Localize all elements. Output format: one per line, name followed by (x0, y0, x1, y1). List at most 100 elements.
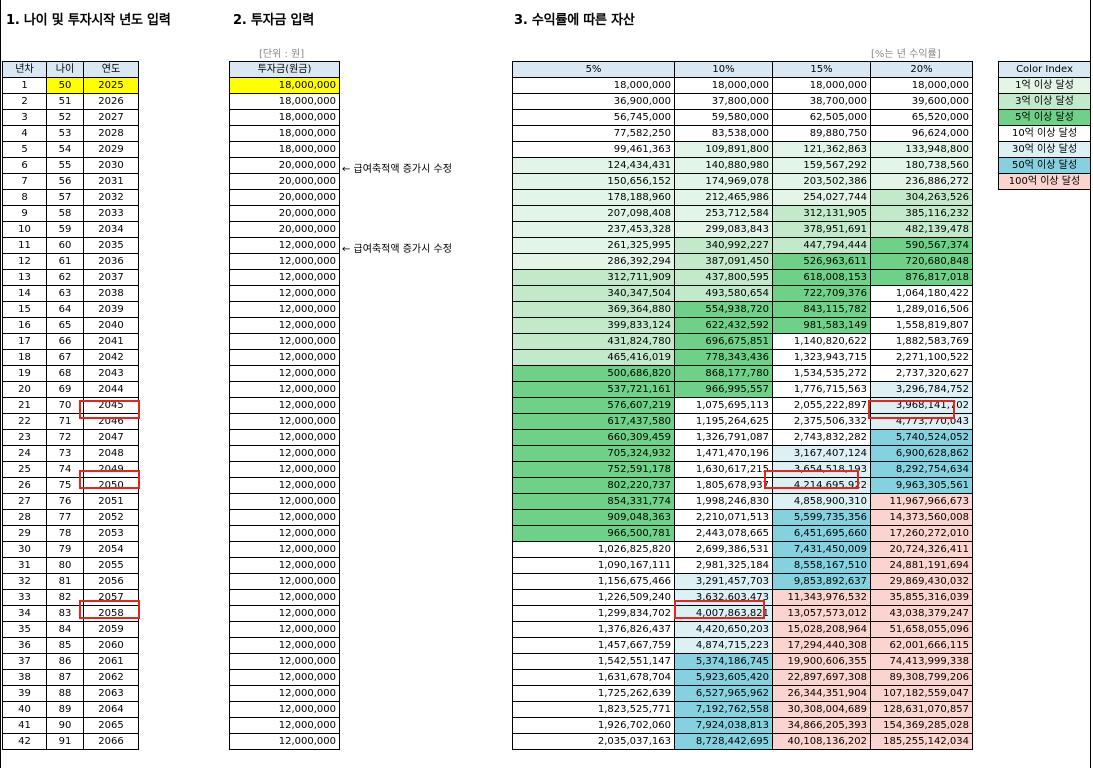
year-index-cell: 21 (2, 397, 47, 414)
table-row: 56,745,000 59,580,000 62,505,000 65,520,000 (512, 109, 973, 126)
asset-cell-10pct: 437,800,595 (674, 269, 773, 286)
table-row: 12,000,000 (229, 461, 340, 478)
table-row: 12,000,000 (229, 557, 340, 574)
asset-cell-15pct: 9,853,892,637 (772, 573, 871, 590)
year-index-cell: 39 (2, 685, 47, 702)
age-cell: 56 (46, 173, 84, 190)
year-index-cell: 25 (2, 461, 47, 478)
asset-cell-5pct: 286,392,294 (512, 253, 675, 270)
asset-cell-15pct: 447,794,444 (772, 237, 871, 254)
table-row: 13 62 2037 (2, 269, 139, 286)
calendar-year-cell: 2050 (83, 477, 139, 494)
calendar-year-cell: 2039 (83, 301, 139, 318)
calendar-year-cell: 2054 (83, 541, 139, 558)
table-row: 1,026,825,820 2,699,386,531 7,431,450,009 2… (512, 541, 973, 558)
table-row: 617,437,580 1,195,264,625 2,375,506,332 4,7… (512, 413, 973, 430)
age-cell: 52 (46, 109, 84, 126)
year-index-cell: 1 (2, 77, 47, 94)
asset-cell-20pct: 590,567,374 (870, 237, 973, 254)
asset-cell-15pct: 3,654,518,193 (772, 461, 871, 478)
table-row: 12,000,000 (229, 349, 340, 366)
asset-cell-5pct: 340,347,504 (512, 285, 675, 302)
table-row: 5 54 2029 (2, 141, 139, 158)
calendar-year-cell: 2025 (83, 77, 139, 94)
table-row: 1,226,509,240 3,632,603,473 11,343,976,532… (512, 589, 973, 606)
asset-cell-10pct: 554,938,720 (674, 301, 773, 318)
age-cell: 86 (46, 653, 84, 670)
asset-cell-5pct: 500,686,820 (512, 365, 675, 382)
table-row: 27 76 2051 (2, 493, 139, 510)
investment-cell: 12,000,000 (229, 605, 340, 622)
investment-cell: 12,000,000 (229, 733, 340, 750)
table-row: 1,631,678,704 5,923,605,420 22,897,697,308… (512, 669, 973, 686)
year-index-cell: 5 (2, 141, 47, 158)
asset-cell-15pct: 618,008,153 (772, 269, 871, 286)
asset-cell-10pct: 6,527,965,962 (674, 685, 773, 702)
asset-cell-20pct: 43,038,379,247 (870, 605, 973, 622)
asset-cell-10pct: 1,075,695,113 (674, 397, 773, 414)
table-row: 12,000,000 (229, 445, 340, 462)
asset-cell-15pct: 843,115,782 (772, 301, 871, 318)
asset-cell-5pct: 1,156,675,466 (512, 573, 675, 590)
table-row: 12,000,000 (229, 701, 340, 718)
year-index-cell: 20 (2, 381, 47, 398)
header-return-5: 5% (512, 61, 675, 78)
table-row: 26 75 2050 (2, 477, 139, 494)
legend-swatch-label: 100억 이상 달성 (998, 173, 1091, 190)
asset-cell-15pct: 11,343,976,532 (772, 589, 871, 606)
asset-cell-20pct: 385,116,232 (870, 205, 973, 222)
investment-cell: 12,000,000 (229, 701, 340, 718)
year-index-cell: 14 (2, 285, 47, 302)
asset-cell-5pct: 537,721,161 (512, 381, 675, 398)
asset-cell-15pct: 38,700,000 (772, 93, 871, 110)
age-cell: 84 (46, 621, 84, 638)
calendar-year-cell: 2053 (83, 525, 139, 542)
age-cell: 62 (46, 269, 84, 286)
table-row: 20,000,000 (229, 221, 340, 238)
asset-cell-20pct: 876,817,018 (870, 269, 973, 286)
asset-cell-5pct: 966,500,781 (512, 525, 675, 542)
investment-cell: 12,000,000 (229, 429, 340, 446)
year-index-cell: 36 (2, 637, 47, 654)
calendar-year-cell: 2027 (83, 109, 139, 126)
table-row: 40 89 2064 (2, 701, 139, 718)
investment-cell: 12,000,000 (229, 301, 340, 318)
asset-cell-15pct: 1,323,943,715 (772, 349, 871, 366)
table-row: 28 77 2052 (2, 509, 139, 526)
asset-cell-15pct: 4,214,695,922 (772, 477, 871, 494)
table-row: 4 53 2028 (2, 125, 139, 142)
calendar-year-cell: 2060 (83, 637, 139, 654)
asset-cell-10pct: 4,420,650,203 (674, 621, 773, 638)
asset-cell-15pct: 203,502,386 (772, 173, 871, 190)
asset-cell-15pct: 159,567,292 (772, 157, 871, 174)
investment-cell: 12,000,000 (229, 685, 340, 702)
asset-cell-20pct: 35,855,316,039 (870, 589, 973, 606)
asset-cell-10pct: 387,091,450 (674, 253, 773, 270)
table-row: 12,000,000 (229, 605, 340, 622)
table-row: 36,900,000 37,800,000 38,700,000 39,600,000 (512, 93, 973, 110)
table-row: 752,591,178 1,630,617,215 3,654,518,193 8,2… (512, 461, 973, 478)
table-row: 12,000,000 (229, 589, 340, 606)
table-row: 1,299,834,702 4,007,863,821 13,057,573,012… (512, 605, 973, 622)
table-row: 369,364,880 554,938,720 843,115,782 1,289,0… (512, 301, 973, 318)
table-row: 1,823,525,771 7,192,762,558 30,308,004,689… (512, 701, 973, 718)
asset-cell-15pct: 981,583,149 (772, 317, 871, 334)
year-index-cell: 10 (2, 221, 47, 238)
asset-cell-20pct: 185,255,142,034 (870, 733, 973, 750)
asset-cell-10pct: 1,326,791,087 (674, 429, 773, 446)
asset-cell-20pct: 1,882,583,769 (870, 333, 973, 350)
asset-cell-20pct: 11,967,966,673 (870, 493, 973, 510)
asset-cell-20pct: 24,881,191,694 (870, 557, 973, 574)
asset-cell-15pct: 40,108,136,202 (772, 733, 871, 750)
table-row: 12,000,000 (229, 525, 340, 542)
legend-row: 100억 이상 달성 (998, 173, 1091, 190)
asset-cell-15pct: 18,000,000 (772, 77, 871, 94)
investment-cell: 12,000,000 (229, 269, 340, 286)
table-row: 150,656,152 174,969,078 203,502,386 236,886… (512, 173, 973, 190)
year-index-cell: 18 (2, 349, 47, 366)
asset-cell-10pct: 18,000,000 (674, 77, 773, 94)
calendar-year-cell: 2043 (83, 365, 139, 382)
age-cell: 90 (46, 717, 84, 734)
asset-cell-10pct: 174,969,078 (674, 173, 773, 190)
year-index-cell: 8 (2, 189, 47, 206)
